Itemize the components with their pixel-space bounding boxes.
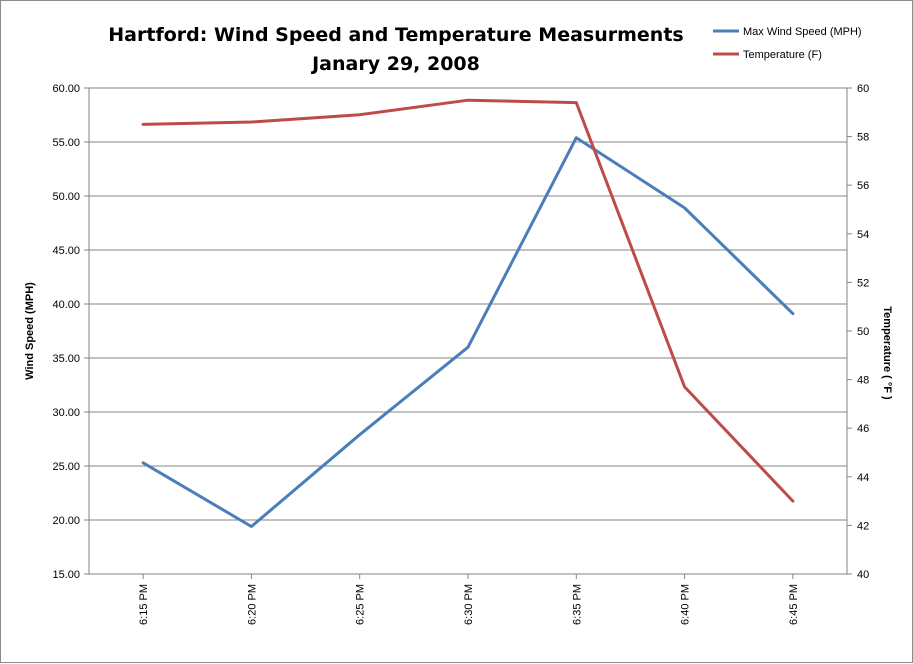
right-tick-label: 54: [857, 229, 869, 241]
right-tick-label: 48: [857, 375, 869, 387]
left-axis-title: Wind Speed (MPH): [24, 282, 36, 380]
left-tick-label: 15.00: [52, 569, 80, 581]
right-tick-label: 46: [857, 423, 869, 435]
left-tick-label: 50.00: [52, 191, 80, 203]
right-tick-label: 58: [857, 132, 869, 144]
x-axis-ticks: 6:15 PM 6:20 PM 6:25 PM 6:30 PM 6:35 PM 6:40 …: [138, 574, 800, 625]
left-axis-ticks: 15.00 20.00 25.00 30.00 35.00 40.00 45.00 50.00…: [52, 83, 89, 581]
right-tick-label: 44: [857, 472, 869, 484]
right-tick-label: 52: [857, 277, 869, 289]
left-tick-label: 55.00: [52, 137, 80, 149]
legend-label-temperature: Temperature (F): [743, 49, 822, 61]
right-axis-title: Temperature ( °F ): [881, 306, 893, 400]
x-tick-label: 6:35 PM: [571, 584, 583, 625]
x-tick-label: 6:20 PM: [246, 584, 258, 625]
left-tick-label: 60.00: [52, 83, 80, 95]
x-tick-label: 6:15 PM: [138, 584, 150, 625]
series-line-wind-speed: [141, 136, 795, 528]
series-line-temperature: [141, 98, 795, 503]
x-tick-label: 6:45 PM: [788, 584, 800, 625]
left-tick-label: 30.00: [52, 407, 80, 419]
right-tick-label: 40: [857, 569, 869, 581]
left-tick-label: 35.00: [52, 353, 80, 365]
left-tick-label: 40.00: [52, 299, 80, 311]
gridlines: [89, 87, 847, 521]
x-tick-label: 6:30 PM: [463, 584, 475, 625]
left-tick-label: 20.00: [52, 515, 80, 527]
series-lines: [141, 98, 795, 528]
left-tick-label: 45.00: [52, 245, 80, 257]
chart-subtitle: Janary 29, 2008: [310, 53, 480, 75]
right-tick-label: 42: [857, 520, 869, 532]
right-tick-label: 50: [857, 326, 869, 338]
x-tick-label: 6:40 PM: [680, 584, 692, 625]
left-tick-label: 25.00: [52, 461, 80, 473]
right-axis-ticks: 40 42 44 46 48 50 52 54 56 58 60: [847, 83, 869, 581]
right-tick-label: 60: [857, 83, 869, 95]
axes: [88, 88, 848, 575]
right-tick-label: 56: [857, 180, 869, 192]
legend-label-wind: Max Wind Speed (MPH): [743, 26, 862, 38]
legend: Max Wind Speed (MPH) Temperature (F): [713, 26, 862, 61]
x-tick-label: 6:25 PM: [355, 584, 367, 625]
chart-title: Hartford: Wind Speed and Temperature Mea…: [108, 24, 683, 46]
